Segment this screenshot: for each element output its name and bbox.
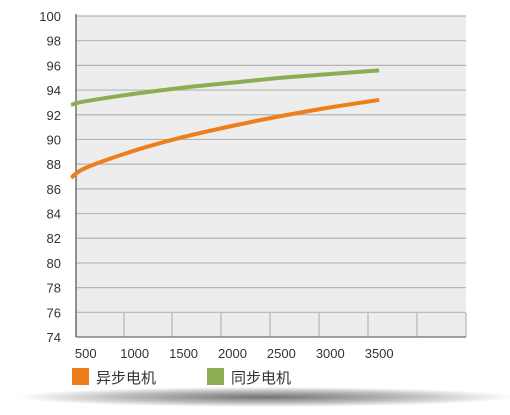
x-tick-label: 2500: [267, 346, 296, 361]
x-tick-label: 1500: [169, 346, 198, 361]
y-tick-label: 78: [47, 281, 61, 296]
y-tick-label: 90: [47, 132, 61, 147]
y-tick-label: 84: [47, 207, 61, 222]
legend-label-0: 异步电机: [96, 370, 156, 387]
y-tick-label: 86: [47, 182, 61, 197]
y-tick-label: 92: [47, 108, 61, 123]
plot-background: [76, 16, 466, 337]
x-tick-label: 1000: [120, 346, 149, 361]
y-tick-label: 74: [47, 330, 61, 345]
bottom-shadow: [15, 387, 510, 407]
y-tick-label: 98: [47, 34, 61, 49]
legend-swatch-0: [72, 368, 89, 385]
series-line-1: [70, 68, 380, 107]
series-line-0: [69, 97, 380, 180]
x-tick-label: 3000: [316, 346, 345, 361]
y-tick-label: 100: [39, 9, 61, 24]
legend-swatch-1: [207, 368, 224, 385]
x-tick-label: 3500: [365, 346, 394, 361]
x-tick-label: 500: [75, 346, 97, 361]
y-tick-label: 76: [47, 305, 61, 320]
x-tick-label: 2000: [218, 346, 247, 361]
y-tick-label: 96: [47, 58, 61, 73]
y-tick-label: 88: [47, 157, 61, 172]
legend-label-1: 同步电机: [231, 370, 291, 387]
y-tick-label: 94: [47, 83, 61, 98]
y-tick-label: 82: [47, 231, 61, 246]
y-tick-label: 80: [47, 256, 61, 271]
